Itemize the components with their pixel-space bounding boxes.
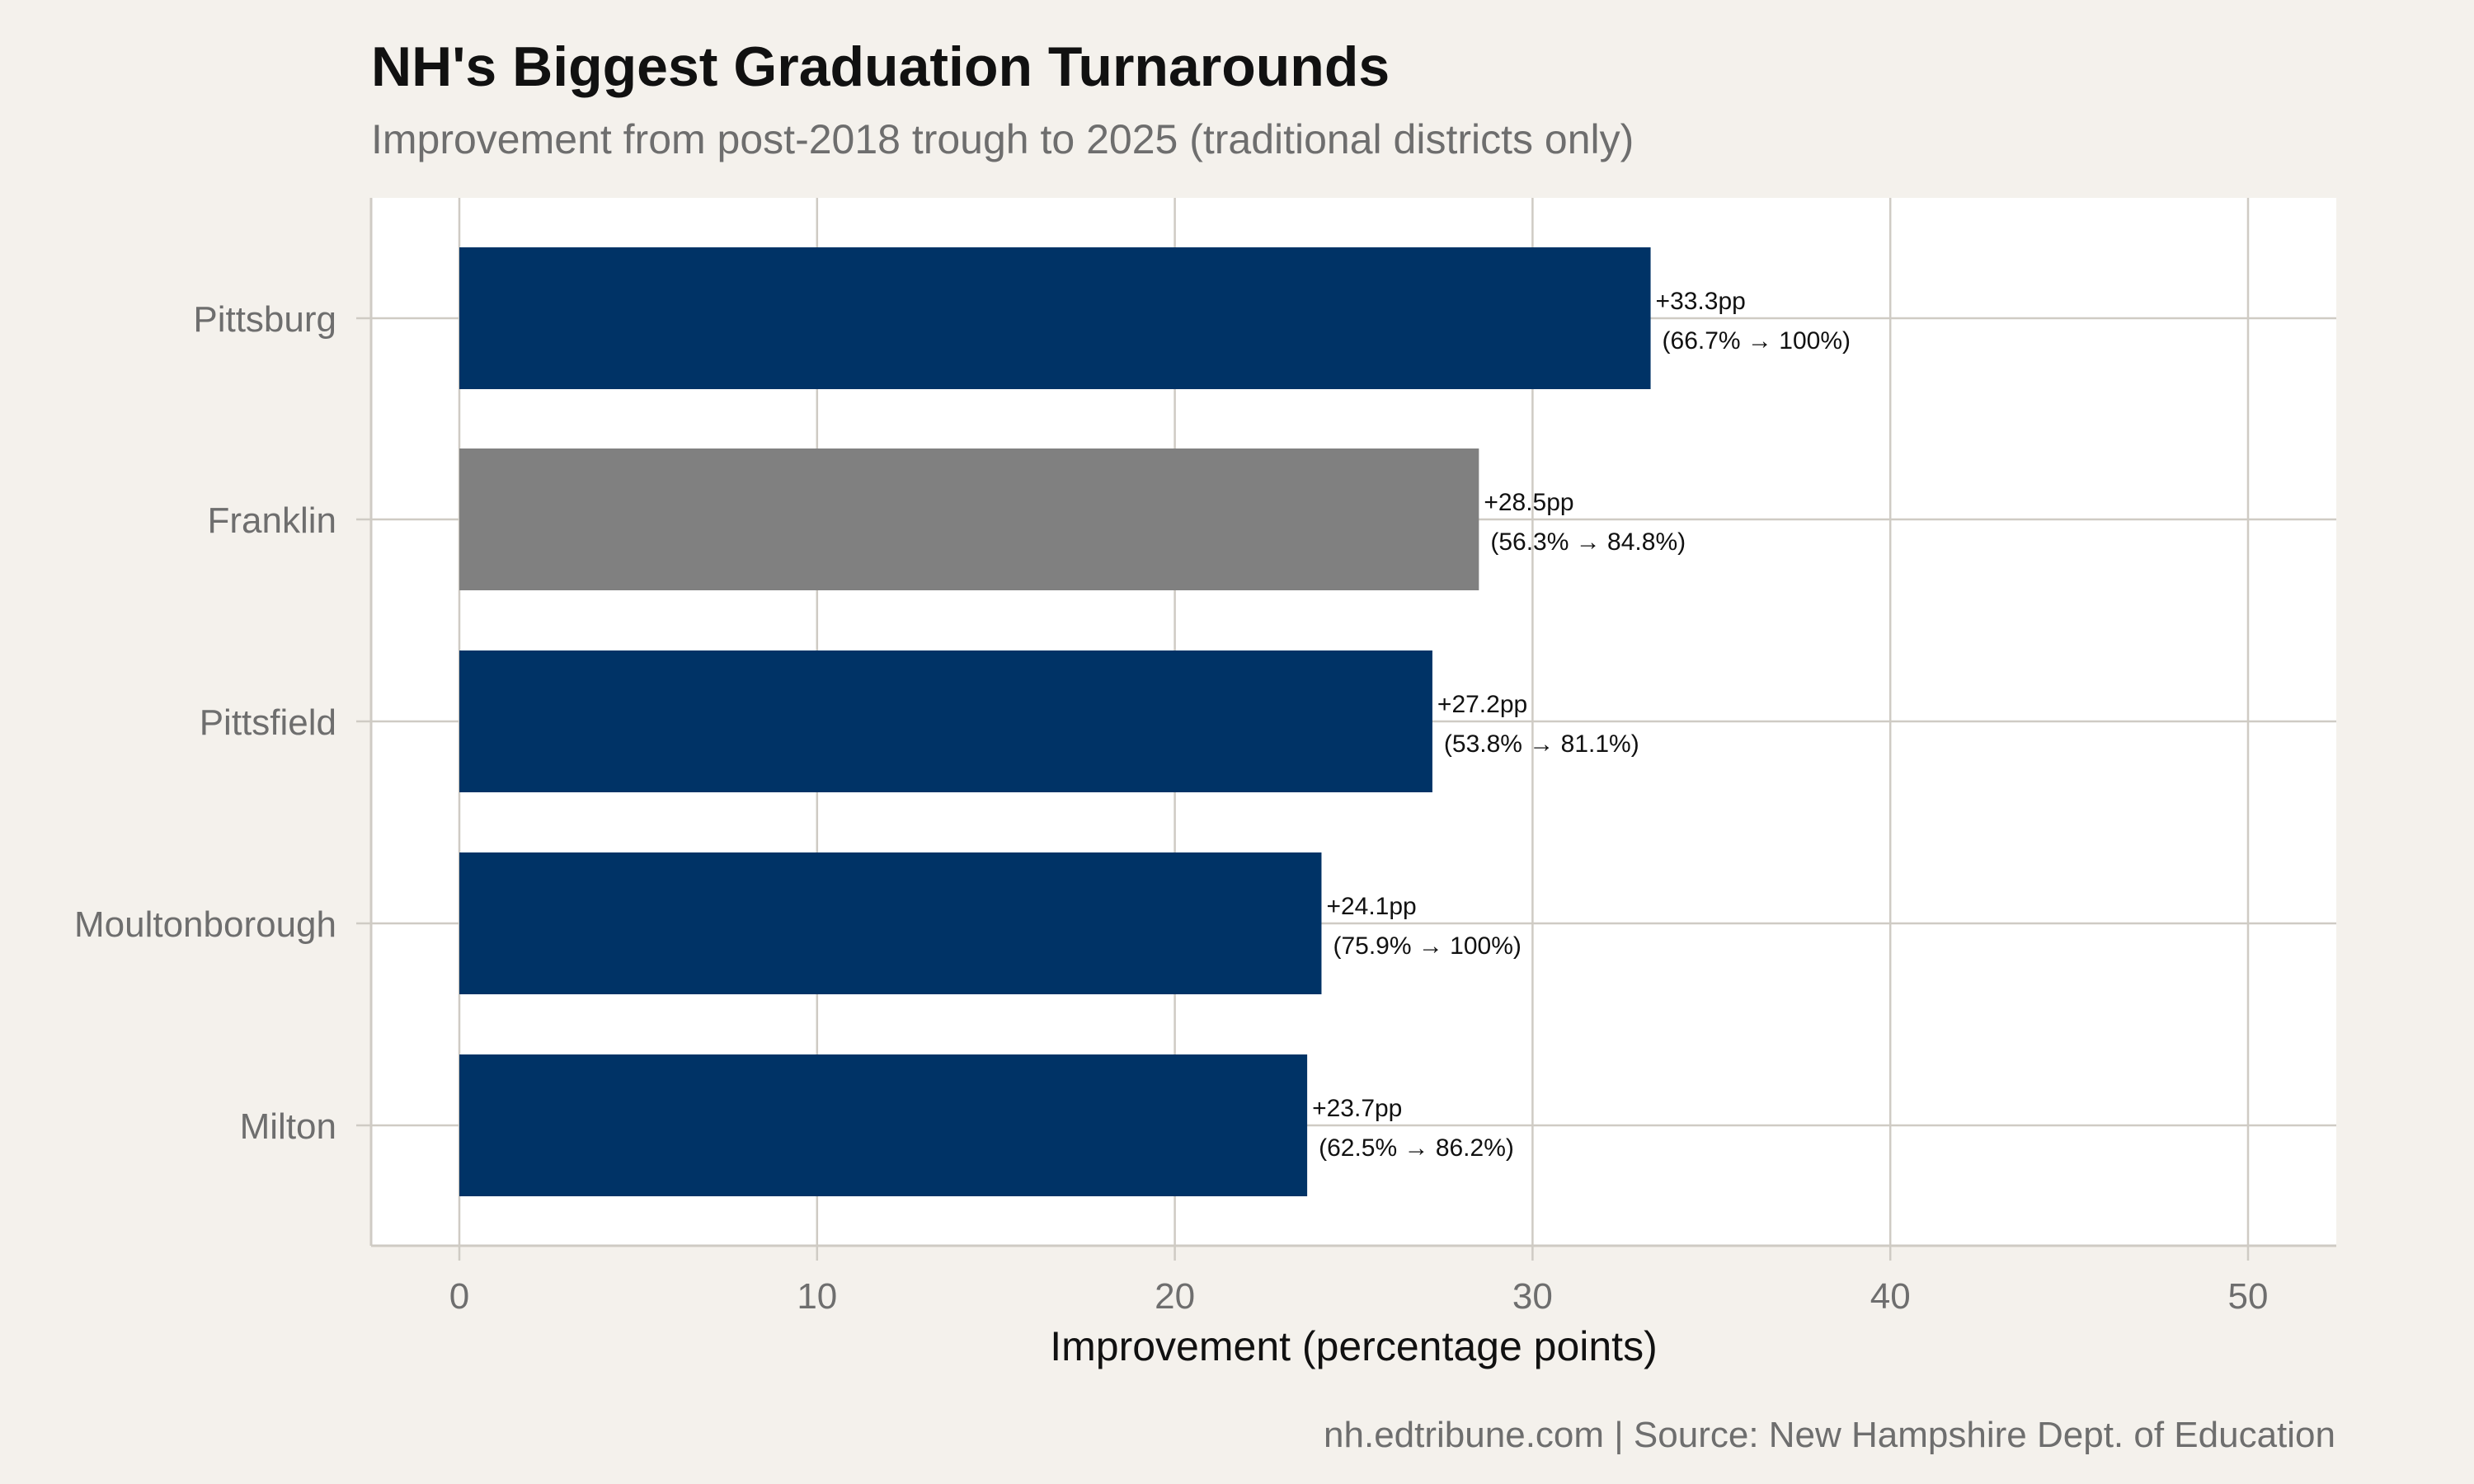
bar-range-label: (75.9% → 100%) xyxy=(1333,932,1521,960)
bar-range-label: (53.8% → 81.1%) xyxy=(1444,730,1639,758)
x-tick-label: 20 xyxy=(1155,1276,1195,1317)
bar-value-label: +33.3pp xyxy=(1656,288,1746,315)
y-tick-label: Franklin xyxy=(208,500,337,541)
bar-range-label: (62.5% → 86.2%) xyxy=(1319,1134,1514,1162)
bar-value-label: +28.5pp xyxy=(1484,489,1573,516)
bar-moultonborough xyxy=(459,852,1322,994)
bar-pittsfield xyxy=(459,650,1432,792)
y-tick-label: Pittsburg xyxy=(193,299,336,340)
source-caption: nh.edtribune.com | Source: New Hampshire… xyxy=(1324,1415,2335,1455)
bar-value-label: +24.1pp xyxy=(1326,893,1416,920)
x-tick-label: 0 xyxy=(449,1276,469,1317)
chart-title: NH's Biggest Graduation Turnarounds xyxy=(371,35,1390,98)
bar-range-label: (66.7% → 100%) xyxy=(1663,327,1851,355)
y-tick-label: Moultonborough xyxy=(74,904,336,945)
bar-value-label: +23.7pp xyxy=(1312,1095,1402,1122)
x-tick-label: 30 xyxy=(1512,1276,1553,1317)
x-axis-title: Improvement (percentage points) xyxy=(1050,1323,1657,1369)
bar-pittsburg xyxy=(459,247,1651,389)
bar-range-label: (56.3% → 84.8%) xyxy=(1490,528,1686,556)
x-tick-label: 50 xyxy=(2228,1276,2269,1317)
y-tick-label: Pittsfield xyxy=(200,702,336,743)
x-tick-label: 40 xyxy=(1870,1276,1911,1317)
bar-franklin xyxy=(459,448,1479,590)
bar-value-label: +27.2pp xyxy=(1437,691,1527,718)
x-tick-label: 10 xyxy=(797,1276,837,1317)
y-tick-label: Milton xyxy=(240,1106,336,1147)
bar-milton xyxy=(459,1054,1308,1196)
chart-subtitle: Improvement from post-2018 trough to 202… xyxy=(371,116,1634,162)
